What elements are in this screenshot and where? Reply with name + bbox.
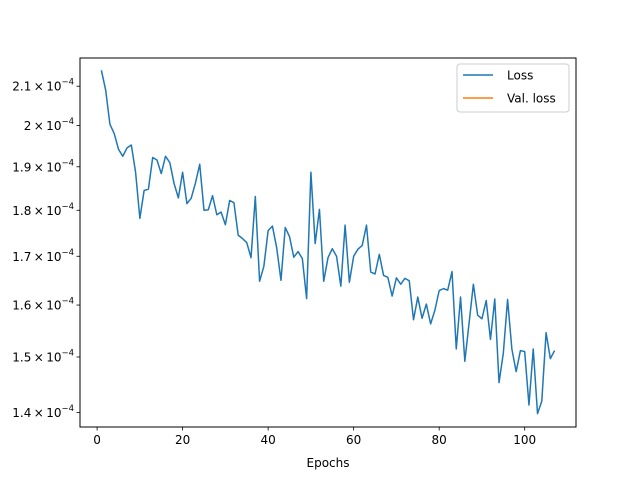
y-tick-label: 1.4 × 10−4: [12, 404, 74, 420]
legend-label-loss: Loss: [507, 69, 533, 83]
legend-label-val-loss: Val. loss: [507, 92, 556, 106]
x-tick-label: 20: [175, 433, 190, 447]
x-tick-label: 40: [260, 433, 275, 447]
y-tick-label: 1.5 × 10−4: [12, 348, 74, 364]
series-layer: [100, 70, 556, 415]
axes-frame: [79, 57, 577, 428]
legend-box: [456, 63, 570, 113]
y-tick-label: 2.1 × 10−4: [12, 78, 74, 94]
x-axis-ticks: 0 20 40 60 80 100: [93, 427, 536, 447]
y-tick-label: 1.7 × 10−4: [12, 248, 74, 264]
y-tick-label: 1.8 × 10−4: [12, 202, 74, 218]
y-axis-ticks: 1.4 × 10−4 1.5 × 10−4 1.6 × 10−4 1.7 × 10−4…: [12, 78, 80, 420]
x-tick-label: 100: [513, 433, 536, 447]
x-tick-label: 60: [346, 433, 361, 447]
legend: Loss Val. loss: [456, 63, 570, 113]
x-tick-label: 80: [432, 433, 447, 447]
x-tick-label: 0: [93, 433, 101, 447]
y-tick-label: 1.6 × 10−4: [12, 297, 74, 313]
y-tick-label: 1.9 × 10−4: [12, 158, 74, 174]
x-axis-label: Epochs: [307, 456, 350, 470]
y-tick-label: 2 × 10−4: [24, 117, 74, 133]
series-line-loss: [100, 70, 556, 415]
